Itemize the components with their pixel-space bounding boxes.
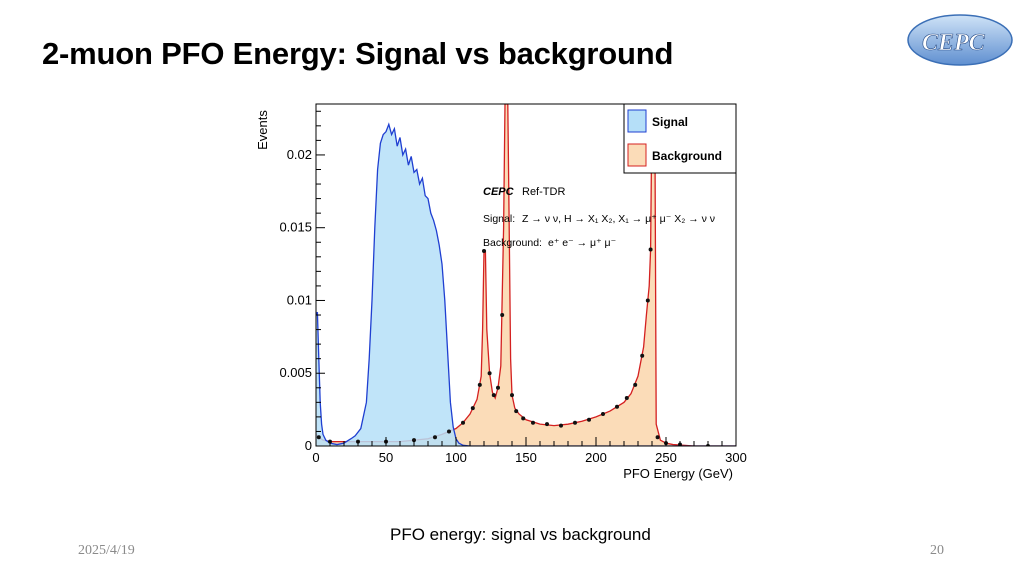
background-marker — [496, 385, 500, 390]
slide-date: 2025/4/19 — [78, 543, 135, 558]
y-tick-label: 0.01 — [287, 292, 312, 307]
background-marker — [615, 404, 619, 409]
background-marker — [461, 420, 465, 425]
annotation-signal-label: Signal: — [483, 213, 515, 225]
background-marker — [624, 395, 629, 400]
background-marker — [648, 247, 653, 252]
background-marker — [433, 435, 437, 440]
legend-swatch-background — [627, 143, 647, 167]
background-area — [316, 104, 736, 446]
background-marker — [500, 313, 505, 318]
x-tick-label: 200 — [585, 450, 607, 465]
x-tick-label: 0 — [312, 450, 319, 465]
background-marker — [573, 420, 577, 425]
logo-text: CEPC — [922, 30, 986, 56]
background-marker — [316, 435, 321, 440]
legend-swatch-signal — [627, 109, 647, 133]
annotation-block: CEPC Ref-TDR Signal: Z → ν ν, H → X₁ X₂,… — [483, 186, 715, 249]
y-tick-label: 0.005 — [279, 365, 312, 380]
slide-title: 2-muon PFO Energy: Signal vs background — [42, 36, 674, 71]
background-marker — [645, 298, 650, 303]
background-marker — [601, 411, 605, 416]
plot-layer — [316, 104, 736, 446]
chart-svg: 0 50 100 150 200 250 300 0 0.005 0.01 0.015 0.02 Ev… — [255, 103, 747, 481]
annotation-tag: Ref-TDR — [522, 186, 565, 198]
figure-caption: PFO energy: signal vs background — [390, 525, 651, 544]
x-tick-label: 250 — [655, 450, 677, 465]
x-tick-label: 100 — [445, 450, 467, 465]
annotation-signal-process: Z → ν ν, H → X₁ X₂, X₁ → μ⁺ μ⁻ X₂ → ν ν — [522, 213, 715, 225]
legend-label-background: Background — [652, 149, 722, 163]
background-marker — [559, 423, 563, 428]
background-marker — [412, 438, 416, 443]
page-number: 20 — [930, 543, 944, 558]
series-group — [316, 104, 736, 446]
annotation-background-process: e⁺ e⁻ → μ⁺ μ⁻ — [548, 237, 617, 249]
background-marker — [521, 416, 526, 421]
background-marker — [482, 248, 486, 253]
y-tick-label: 0.02 — [287, 147, 312, 162]
background-marker — [545, 422, 549, 427]
x-tick-label: 50 — [379, 450, 393, 465]
y-tick-label: 0.015 — [279, 220, 312, 235]
background-marker — [487, 371, 492, 376]
cepc-logo: CEPC — [907, 14, 1013, 66]
background-marker — [477, 382, 482, 387]
background-marker — [514, 409, 519, 414]
background-marker — [510, 393, 514, 398]
background-marker — [447, 429, 451, 434]
background-marker — [633, 382, 638, 387]
signal-line — [316, 122, 736, 446]
background-marker — [470, 406, 475, 411]
background-marker — [640, 353, 645, 358]
signal-area — [316, 124, 736, 446]
annotation-experiment: CEPC — [483, 186, 515, 198]
histogram-chart: 0 50 100 150 200 250 300 0 0.005 0.01 0.015 0.02 Ev… — [250, 98, 760, 488]
legend-label-signal: Signal — [652, 115, 688, 129]
background-marker — [531, 420, 535, 425]
x-axis-label: PFO Energy (GeV) — [623, 466, 733, 481]
x-tick-label: 150 — [515, 450, 537, 465]
y-axis-label: Events — [255, 110, 270, 150]
annotation-background-label: Background: — [483, 237, 542, 249]
background-marker — [491, 393, 496, 398]
legend: Signal Background — [623, 103, 737, 174]
axis-layer: 0 50 100 150 200 250 300 0 0.005 0.01 0.015 0.02 — [279, 103, 747, 465]
background-marker — [587, 417, 591, 422]
x-tick-label: 300 — [725, 450, 747, 465]
y-tick-label: 0 — [305, 438, 312, 453]
background-marker — [655, 435, 660, 440]
